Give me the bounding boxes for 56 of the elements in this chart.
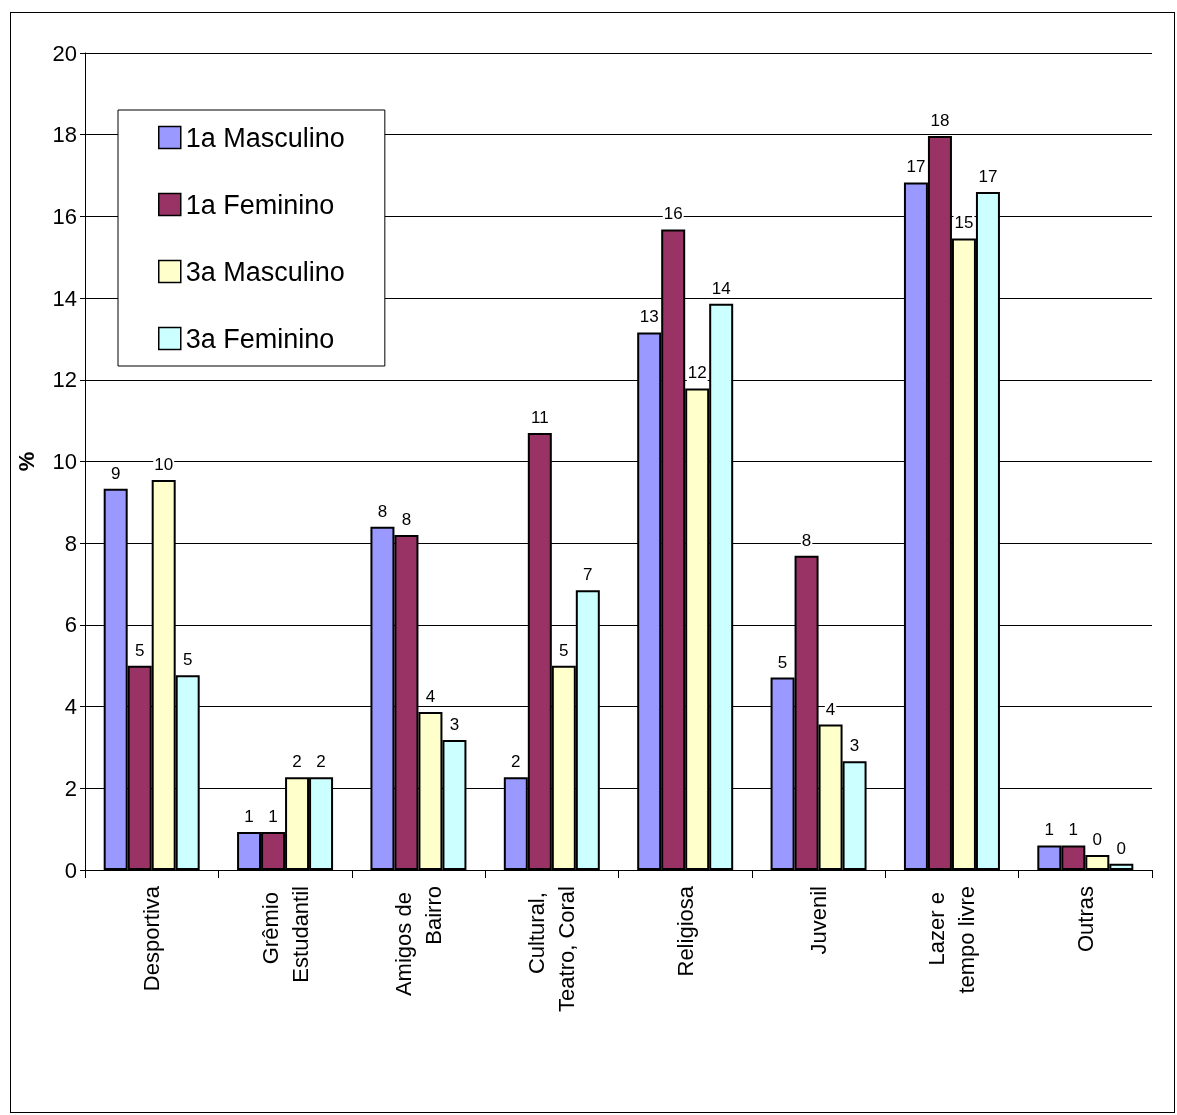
y-tick-label: 4 [64,694,77,720]
data-label: 5 [134,640,145,660]
data-label: 4 [825,699,836,719]
legend-label: 1a Feminino [185,189,335,220]
data-label: 17 [978,166,998,186]
x-tick-label: Outras [1072,886,1098,953]
data-label: 8 [401,510,412,530]
x-tick-label: Cultural, Teatro, Coral [524,886,580,1012]
y-tick-label: 8 [64,530,77,556]
data-label: 0 [1092,829,1103,849]
data-label: 17 [906,157,926,177]
data-label: 1 [1068,820,1079,840]
data-label: 5 [182,650,193,670]
x-tick-label: Lazer e tempo livre [924,886,980,994]
y-tick-label: 18 [52,122,77,148]
data-label: 1 [268,807,278,827]
data-label: 10 [154,454,174,474]
data-label: 5 [777,652,788,672]
data-label: 2 [316,752,326,772]
data-label: 4 [425,686,436,706]
data-label: 15 [954,213,974,233]
legend-label: 3a Masculino [185,256,345,287]
x-tick-label: Amigos de Bairro [390,886,446,997]
y-tick-label: 14 [52,285,77,311]
legend-label: 3a Feminino [185,323,335,354]
y-axis-title: % [13,451,39,472]
data-label: 8 [377,501,388,521]
y-tick-label: 12 [52,367,77,393]
data-label: 14 [711,278,731,298]
data-label: 3 [849,736,860,756]
data-label: 7 [583,565,593,585]
y-tick-label: 20 [52,40,77,66]
data-label: 18 [930,110,950,130]
x-tick-label: Juvenil [806,886,832,955]
data-label: 5 [559,640,569,660]
y-tick-label: 6 [64,612,77,638]
y-tick-label: 16 [52,203,77,229]
data-label: 8 [801,530,812,550]
data-label: 0 [1116,838,1127,858]
y-tick-label: 2 [64,775,77,801]
data-label: 2 [511,752,521,772]
x-tick-label: Grêmio Estudantil [257,886,313,983]
y-tick-label: 10 [52,449,77,474]
data-label: 1 [1044,820,1055,840]
data-label: 1 [244,807,254,827]
data-label: 12 [687,363,707,383]
legend-label: 1a Masculino [185,122,345,153]
data-label: 11 [530,407,549,427]
data-label: 13 [639,307,659,327]
data-label: 16 [663,204,683,224]
data-label: 2 [292,752,302,772]
x-tick-label: Desportiva [139,885,165,992]
y-tick-label: 0 [64,857,77,883]
data-label: 3 [449,715,460,735]
x-tick-label: Religiosa [672,885,698,977]
data-label: 9 [110,463,121,483]
